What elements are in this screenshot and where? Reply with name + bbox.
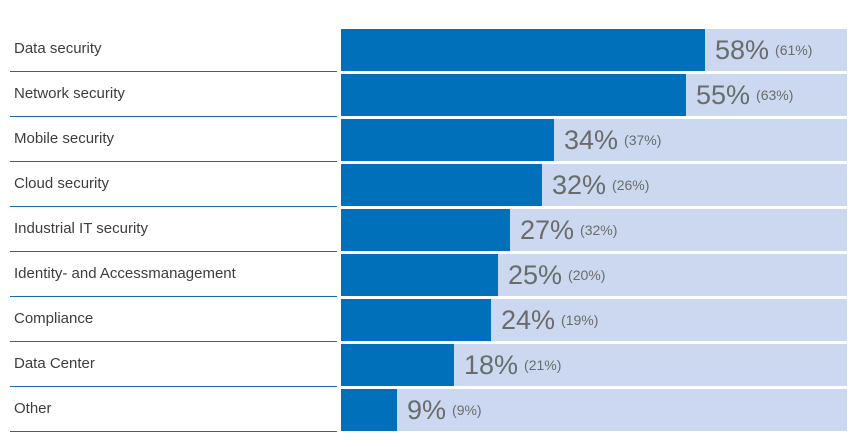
bar-track: 32% (26%) xyxy=(341,164,847,206)
category-label: Other xyxy=(14,400,52,417)
bar-track: 34% (37%) xyxy=(341,119,847,161)
previous-value-label: (19%) xyxy=(561,312,599,328)
previous-value-label: (32%) xyxy=(580,222,618,238)
category-label: Industrial IT security xyxy=(14,220,148,237)
bar-track: 55% (63%) xyxy=(341,74,847,116)
bar-row: Data Center 18% (21%) xyxy=(0,344,861,389)
data-label: 32% (26%) xyxy=(552,164,649,206)
value-label: 24% xyxy=(501,305,556,335)
data-label: 9% (9%) xyxy=(407,389,482,431)
data-label: 55% (63%) xyxy=(696,74,793,116)
bar xyxy=(341,209,510,251)
category-label: Compliance xyxy=(14,310,94,327)
category-label: Identity- and Accessmanagement xyxy=(14,265,236,282)
row-divider xyxy=(10,161,337,162)
value-label: 25% xyxy=(508,260,563,290)
previous-value-label: (9%) xyxy=(452,402,482,418)
value-label: 18% xyxy=(464,350,519,380)
previous-value-label: (21%) xyxy=(524,357,562,373)
row-divider xyxy=(10,206,337,207)
row-divider xyxy=(10,431,337,432)
bar-track: 9% (9%) xyxy=(341,389,847,431)
bar xyxy=(341,164,542,206)
value-label: 34% xyxy=(564,125,619,155)
bar-track: 24% (19%) xyxy=(341,299,847,341)
value-label: 32% xyxy=(552,170,607,200)
value-label: 27% xyxy=(520,215,575,245)
bar-row: Network security 55% (63%) xyxy=(0,74,861,119)
bar-row: Other 9% (9%) xyxy=(0,389,861,434)
bar xyxy=(341,299,491,341)
bar-row: Identity- and Accessmanagement 25% (20%) xyxy=(0,254,861,299)
row-divider xyxy=(10,251,337,252)
bar-row: Cloud security 32% (26%) xyxy=(0,164,861,209)
bar-track: 27% (32%) xyxy=(341,209,847,251)
data-label: 24% (19%) xyxy=(501,299,598,341)
bar xyxy=(341,119,554,161)
value-label: 58% xyxy=(715,35,770,65)
previous-value-label: (63%) xyxy=(756,87,794,103)
data-label: 27% (32%) xyxy=(520,209,617,251)
value-label: 55% xyxy=(696,80,751,110)
bar-row: Compliance 24% (19%) xyxy=(0,299,861,344)
bar xyxy=(341,389,397,431)
bar-row: Industrial IT security 27% (32%) xyxy=(0,209,861,254)
category-label: Data Center xyxy=(14,355,95,372)
bar-track: 18% (21%) xyxy=(341,344,847,386)
previous-value-label: (61%) xyxy=(775,42,813,58)
bar xyxy=(341,254,498,296)
bar-track: 25% (20%) xyxy=(341,254,847,296)
bar xyxy=(341,29,705,71)
previous-value-label: (20%) xyxy=(568,267,606,283)
bar xyxy=(341,74,686,116)
bar xyxy=(341,344,454,386)
data-label: 34% (37%) xyxy=(564,119,661,161)
category-label: Network security xyxy=(14,85,125,102)
bar-track: 58% (61%) xyxy=(341,29,847,71)
value-label: 9% xyxy=(407,395,447,425)
data-label: 58% (61%) xyxy=(715,29,812,71)
row-divider xyxy=(10,71,337,72)
data-label: 18% (21%) xyxy=(464,344,561,386)
row-divider xyxy=(10,341,337,342)
row-divider xyxy=(10,296,337,297)
data-label: 25% (20%) xyxy=(508,254,605,296)
category-label: Cloud security xyxy=(14,175,110,192)
row-divider xyxy=(10,386,337,387)
row-divider xyxy=(10,116,337,117)
bar-row: Data security 58% (61%) xyxy=(0,29,861,74)
bar-row: Mobile security 34% (37%) xyxy=(0,119,861,164)
previous-value-label: (26%) xyxy=(612,177,650,193)
previous-value-label: (37%) xyxy=(624,132,662,148)
category-label: Mobile security xyxy=(14,130,115,147)
category-label: Data security xyxy=(14,40,102,57)
